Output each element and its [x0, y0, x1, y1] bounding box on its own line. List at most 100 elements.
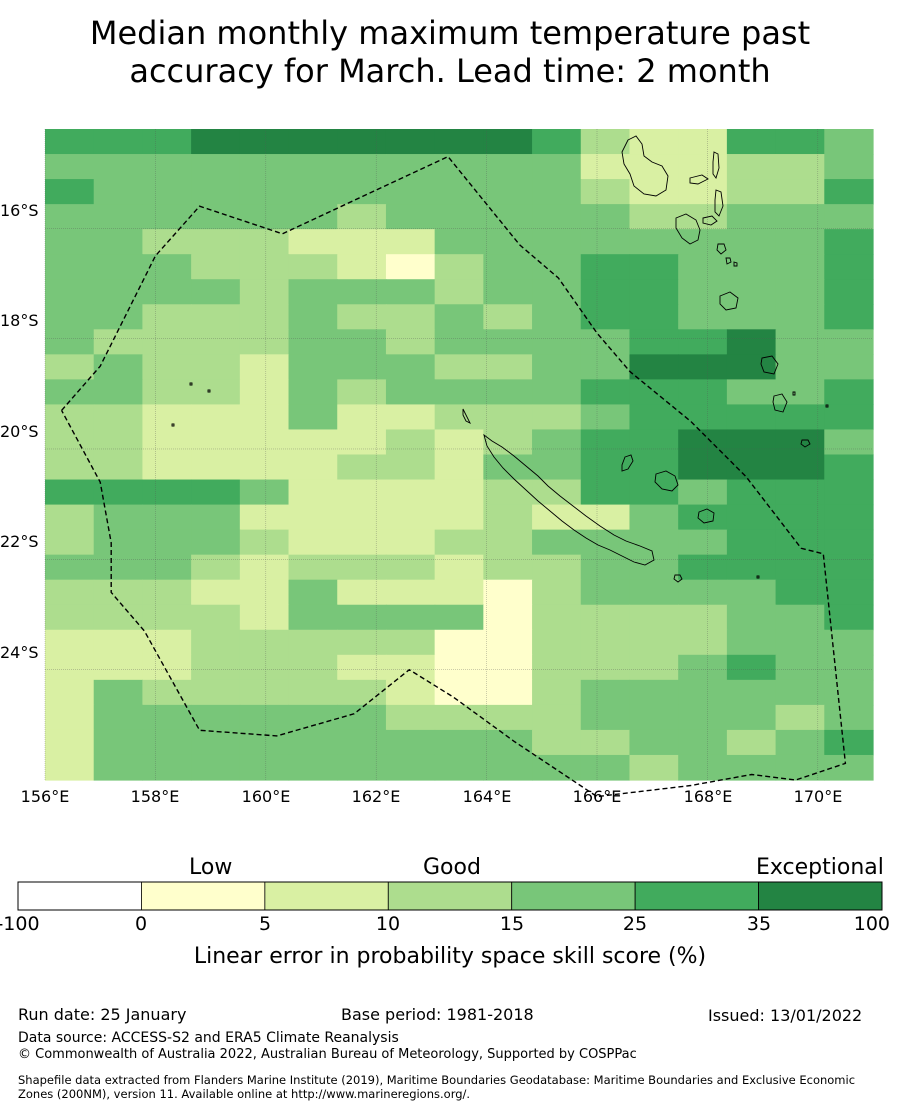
skill-cell — [678, 579, 728, 606]
skill-cell — [191, 279, 241, 305]
skill-cell — [483, 129, 533, 155]
skill-cell — [337, 579, 387, 606]
skill-cell — [239, 504, 290, 531]
skill-cell — [483, 679, 533, 706]
skill-cell — [385, 754, 436, 781]
malekula-coast — [675, 213, 701, 245]
skill-cell — [142, 279, 192, 305]
skill-cell — [337, 329, 387, 355]
skill-cell — [434, 654, 484, 681]
skill-cell — [434, 754, 484, 781]
skill-cell — [191, 154, 241, 180]
shepherd-islets — [725, 257, 738, 267]
skill-cell — [775, 304, 825, 330]
skill-cell — [239, 604, 290, 631]
skill-cell — [824, 429, 874, 456]
skill-cell — [532, 129, 582, 155]
skill-cell — [93, 504, 144, 531]
skill-cell — [337, 554, 387, 581]
skill-cell — [726, 404, 777, 431]
skill-cell — [191, 654, 241, 681]
skill-cell — [45, 654, 95, 681]
skill-cell — [239, 379, 290, 406]
skill-cell — [288, 279, 338, 305]
skill-cell — [629, 704, 679, 731]
skill-cell — [775, 629, 825, 656]
skill-cell — [726, 429, 777, 456]
skill-cell — [434, 179, 484, 205]
skill-cell — [142, 654, 192, 681]
skill-cell — [385, 154, 436, 180]
skill-cell — [726, 554, 777, 581]
skill-cell — [726, 179, 777, 205]
new-caledonia-coast — [483, 433, 655, 566]
skill-cell — [93, 479, 144, 506]
skill-cell — [580, 504, 631, 531]
legend-category-low: Low — [189, 855, 233, 880]
skill-cell — [239, 479, 290, 506]
skill-cell — [824, 329, 874, 355]
skill-cell — [775, 354, 825, 380]
skill-cell — [434, 629, 484, 656]
skill-cell — [775, 254, 825, 280]
skill-cell — [678, 129, 728, 155]
skill-cell — [385, 229, 436, 255]
skill-cell — [239, 254, 290, 280]
skill-cell — [93, 729, 144, 756]
mare-coast — [697, 508, 715, 524]
skill-cell — [726, 129, 777, 155]
skill-cell — [45, 179, 95, 205]
skill-cell — [483, 379, 533, 406]
colorbar-tick-label: -100 — [0, 913, 40, 935]
skill-cell — [434, 379, 484, 406]
skill-cell — [45, 729, 95, 756]
skill-cell — [93, 129, 144, 155]
skill-cell — [142, 354, 192, 380]
skill-cell — [142, 154, 192, 180]
skill-cell — [580, 254, 631, 280]
skill-cell — [434, 579, 484, 606]
skill-cell — [483, 304, 533, 330]
skill-cell — [824, 479, 874, 506]
skill-cell — [775, 204, 825, 230]
skill-cell — [483, 529, 533, 556]
skill-cell — [142, 379, 192, 406]
skill-cell — [434, 329, 484, 355]
skill-cell — [93, 454, 144, 481]
skill-cell — [678, 504, 728, 531]
skill-cell — [239, 629, 290, 656]
skill-cell — [483, 504, 533, 531]
skill-cell — [824, 354, 874, 380]
colorbar-swatch — [141, 881, 266, 911]
skill-cell — [288, 229, 338, 255]
skill-cell — [45, 529, 95, 556]
skill-cell — [191, 404, 241, 431]
skill-cell — [678, 354, 728, 380]
skill-cell — [483, 629, 533, 656]
skill-cell — [629, 679, 679, 706]
isle-of-pines-coast — [673, 574, 683, 583]
colorbar — [17, 881, 883, 911]
skill-cell — [191, 129, 241, 155]
skill-cell — [385, 379, 436, 406]
skill-cell — [678, 479, 728, 506]
skill-cell — [629, 279, 679, 305]
skill-cell — [629, 204, 679, 230]
skill-cell — [45, 129, 95, 155]
skill-cell — [678, 229, 728, 255]
skill-cell — [483, 604, 533, 631]
chesterfield-islet-b — [207, 389, 211, 393]
skill-cell — [775, 229, 825, 255]
skill-cell — [580, 154, 631, 180]
skill-cell — [288, 754, 338, 781]
skill-cell — [93, 529, 144, 556]
ouvea-coast — [621, 454, 634, 472]
skill-cell — [824, 304, 874, 330]
skill-cell — [434, 679, 484, 706]
skill-cell — [434, 729, 484, 756]
skill-cell — [45, 229, 95, 255]
skill-cell — [385, 654, 436, 681]
skill-cell — [824, 729, 874, 756]
skill-cell — [337, 129, 387, 155]
skill-cell — [239, 354, 290, 380]
